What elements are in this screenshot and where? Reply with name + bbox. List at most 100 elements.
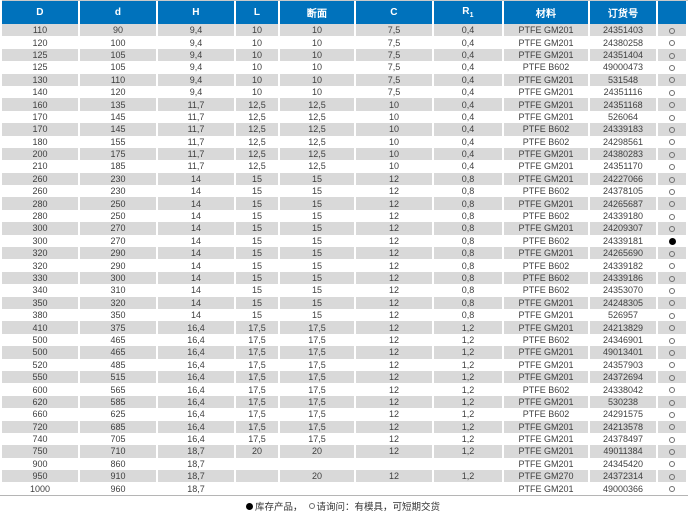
table-row: 130 110 9,4 10 10 7,5 0,4 PTFE GM201 531548 bbox=[2, 73, 686, 86]
cell-D: 620 bbox=[2, 395, 78, 409]
cell-L: 17,5 bbox=[236, 408, 278, 421]
table-row: 950 910 18,7 20 12 1,2 PTFE GM270 24372314 bbox=[2, 470, 686, 483]
cell-R1: 1,2 bbox=[434, 408, 502, 421]
cell-D: 330 bbox=[2, 271, 78, 285]
cell-order: 24339182 bbox=[590, 259, 656, 272]
cell-C: 12 bbox=[356, 358, 432, 371]
cell-mark bbox=[658, 259, 686, 272]
cell-H: 16,4 bbox=[158, 408, 234, 421]
cell-D: 600 bbox=[2, 383, 78, 396]
table-row: 350 320 14 15 15 12 0,8 PTFE GM201 24248305 bbox=[2, 296, 686, 309]
cell-material: PTFE B602 bbox=[504, 333, 588, 347]
cell-mark bbox=[658, 296, 686, 309]
cell-material: PTFE B602 bbox=[504, 123, 588, 136]
cell-H: 16,4 bbox=[158, 358, 234, 371]
cell-R1: 0,4 bbox=[434, 123, 502, 136]
inquiry-dot-icon bbox=[669, 139, 675, 146]
cell-d: 100 bbox=[80, 36, 156, 49]
cell-H: 11,7 bbox=[158, 123, 234, 136]
cell-L: 15 bbox=[236, 185, 278, 198]
cell-order: 24265687 bbox=[590, 197, 656, 210]
table-row: 550 515 16,4 17,5 17,5 12 1,2 PTFE GM201 2437269… bbox=[2, 370, 686, 384]
cell-d: 145 bbox=[80, 110, 156, 124]
cell-D: 740 bbox=[2, 432, 78, 446]
table-row: 125 105 9,4 10 10 7,5 0,4 PTFE B602 49000473 bbox=[2, 61, 686, 74]
cell-H: 9,4 bbox=[158, 24, 234, 37]
cell-L: 20 bbox=[236, 445, 278, 458]
cell-H: 11,7 bbox=[158, 98, 234, 111]
cell-L: 17,5 bbox=[236, 395, 278, 409]
cell-D: 125 bbox=[2, 61, 78, 74]
cell-order: 24339181 bbox=[590, 234, 656, 248]
cell-order: 24351170 bbox=[590, 160, 656, 173]
inquiry-dot-icon bbox=[669, 337, 675, 344]
cell-duanmian: 15 bbox=[280, 234, 354, 248]
cell-duanmian: 17,5 bbox=[280, 358, 354, 371]
cell-duanmian: 15 bbox=[280, 172, 354, 186]
inquiry-dot-icon bbox=[669, 486, 675, 493]
availability-legend: 库存产品， 请询问：有模具，可短期交货 bbox=[0, 501, 692, 514]
cell-material: PTFE B602 bbox=[504, 259, 588, 272]
table-row: 750 710 18,7 20 20 12 1,2 PTFE GM201 49011384 bbox=[2, 445, 686, 458]
cell-L: 15 bbox=[236, 172, 278, 186]
cell-mark bbox=[658, 209, 686, 223]
cell-material: PTFE GM201 bbox=[504, 73, 588, 86]
cell-D: 140 bbox=[2, 85, 78, 99]
cell-mark bbox=[658, 234, 686, 248]
cell-mark bbox=[658, 110, 686, 124]
cell-L: 15 bbox=[236, 247, 278, 260]
cell-d: 105 bbox=[80, 61, 156, 74]
cell-duanmian: 20 bbox=[280, 470, 354, 483]
cell-mark bbox=[658, 197, 686, 210]
cell-d: 320 bbox=[80, 296, 156, 309]
cell-H: 9,4 bbox=[158, 73, 234, 86]
cell-L: 10 bbox=[236, 36, 278, 49]
column-header-H: H bbox=[158, 1, 234, 24]
cell-L: 17,5 bbox=[236, 346, 278, 359]
cell-H: 18,7 bbox=[158, 482, 234, 495]
table-row: 210 185 11,7 12,5 12,5 10 0,4 PTFE GM201 2435117… bbox=[2, 160, 686, 173]
cell-d: 485 bbox=[80, 358, 156, 371]
cell-material: PTFE GM201 bbox=[504, 98, 588, 111]
cell-order: 24248305 bbox=[590, 296, 656, 309]
table-row: 160 135 11,7 12,5 12,5 10 0,4 PTFE GM201 2435116… bbox=[2, 98, 686, 111]
cell-C: 10 bbox=[356, 160, 432, 173]
cell-C: 12 bbox=[356, 247, 432, 260]
cell-duanmian: 10 bbox=[280, 36, 354, 49]
cell-material: PTFE GM201 bbox=[504, 172, 588, 186]
cell-mark bbox=[658, 135, 686, 148]
cell-d: 290 bbox=[80, 247, 156, 260]
cell-R1: 0,4 bbox=[434, 160, 502, 173]
cell-duanmian: 17,5 bbox=[280, 395, 354, 409]
cell-order: 526064 bbox=[590, 110, 656, 124]
cell-C: 12 bbox=[356, 432, 432, 446]
cell-R1: 1,2 bbox=[434, 333, 502, 347]
cell-duanmian: 17,5 bbox=[280, 408, 354, 421]
cell-H: 16,4 bbox=[158, 321, 234, 334]
cell-D: 125 bbox=[2, 48, 78, 62]
cell-d: 375 bbox=[80, 321, 156, 334]
cell-d: 685 bbox=[80, 420, 156, 433]
cell-material: PTFE B602 bbox=[504, 271, 588, 285]
cell-mark bbox=[658, 247, 686, 260]
table-row: 1000 960 18,7 PTFE GM201 49000366 bbox=[2, 482, 686, 495]
cell-D: 320 bbox=[2, 259, 78, 272]
cell-d: 515 bbox=[80, 370, 156, 384]
cell-R1 bbox=[434, 457, 502, 471]
cell-L bbox=[236, 482, 278, 495]
cell-L: 15 bbox=[236, 271, 278, 285]
cell-d: 90 bbox=[80, 24, 156, 37]
column-header-L: L bbox=[236, 1, 278, 24]
cell-H: 9,4 bbox=[158, 85, 234, 99]
cell-order: 526957 bbox=[590, 308, 656, 322]
cell-mark bbox=[658, 370, 686, 384]
cell-duanmian: 12,5 bbox=[280, 123, 354, 136]
cell-D: 900 bbox=[2, 457, 78, 471]
inquiry-dot-icon bbox=[669, 188, 675, 195]
cell-material: PTFE B602 bbox=[504, 61, 588, 74]
table-row: 120 100 9,4 10 10 7,5 0,4 PTFE GM201 24380258 bbox=[2, 36, 686, 49]
cell-R1: 0,4 bbox=[434, 147, 502, 161]
cell-mark bbox=[658, 445, 686, 458]
cell-duanmian bbox=[280, 457, 354, 471]
cell-d: 270 bbox=[80, 234, 156, 248]
